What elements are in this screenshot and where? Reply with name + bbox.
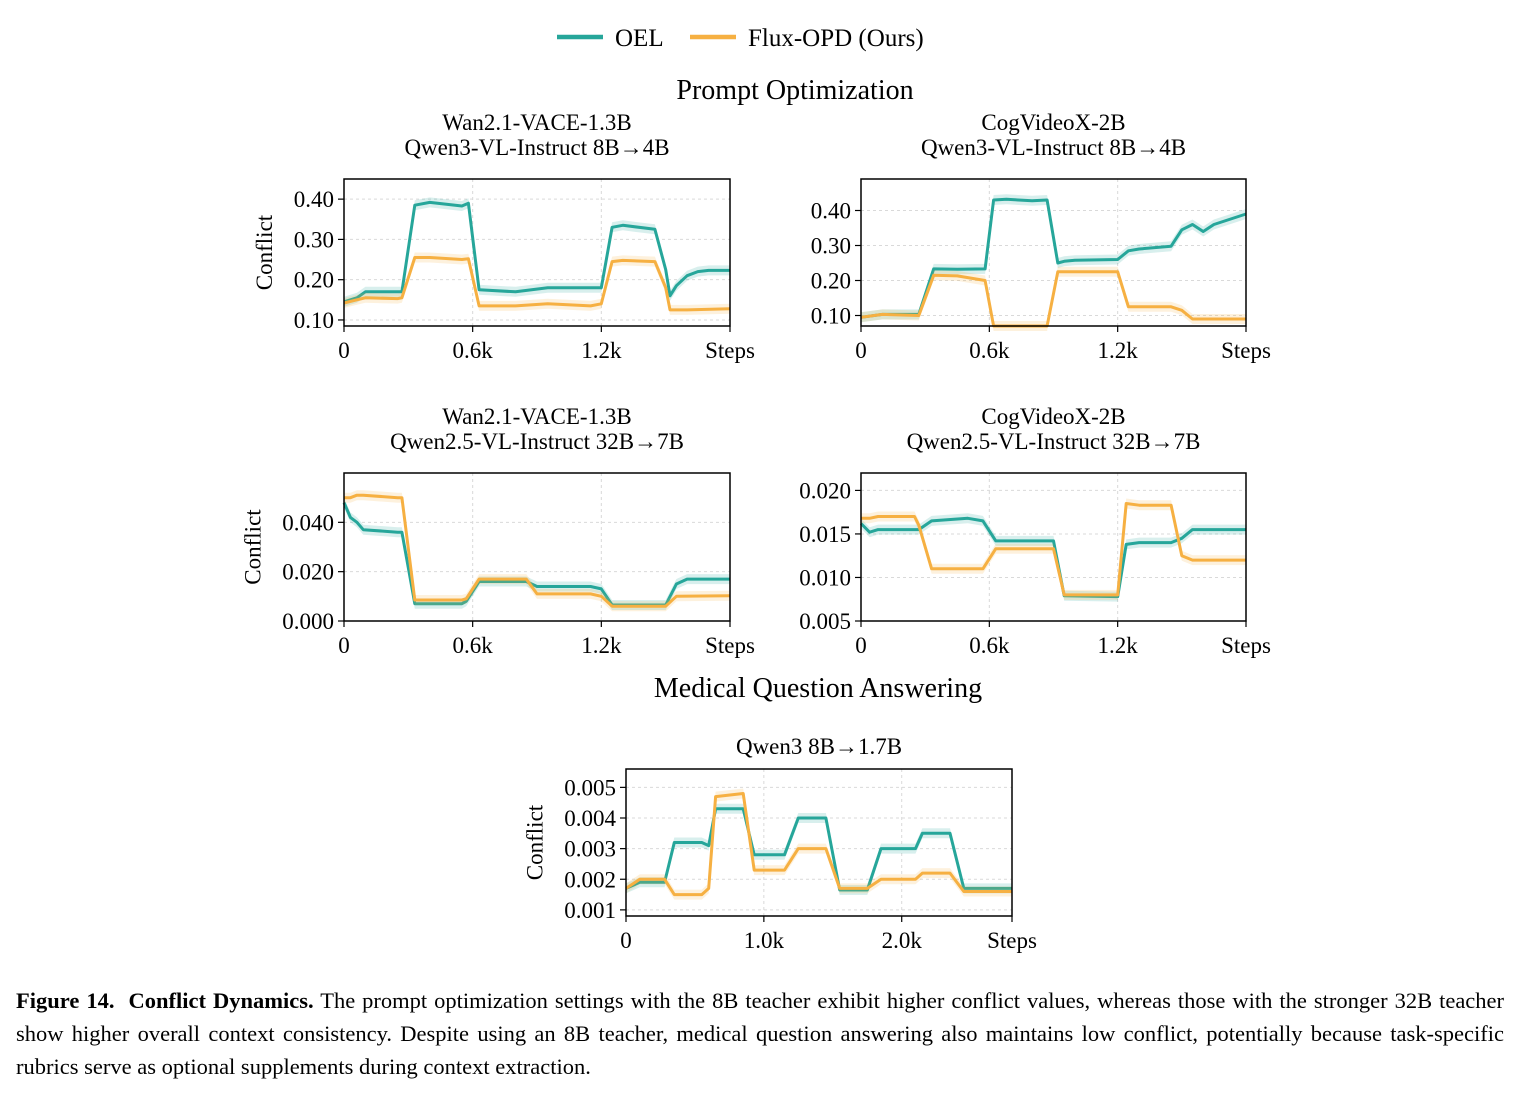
y-tick-label: 0.015 xyxy=(799,522,851,547)
x-tick-label: 0 xyxy=(855,338,867,363)
x-tick-label: 1.2k xyxy=(581,633,622,658)
y-tick-label: 0.004 xyxy=(564,806,616,831)
series-band-flux-opd xyxy=(344,490,730,612)
x-tick-label: 1.2k xyxy=(581,338,622,363)
plot-frame xyxy=(343,472,731,622)
series-band-oel xyxy=(626,803,1012,895)
x-tick-label: Steps xyxy=(987,928,1037,953)
chart-subtitle: Qwen2.5-VL-Instruct 32B→7B xyxy=(390,429,684,454)
figure-caption: Figure 14. Conflict Dynamics. The prompt… xyxy=(16,984,1504,1083)
x-tick-label: 0.6k xyxy=(969,633,1010,658)
y-tick-label: 0.040 xyxy=(282,510,334,535)
x-tick-label: 0 xyxy=(338,338,350,363)
chart-title: CogVideoX-2B xyxy=(981,404,1125,429)
y-tick-label: 0.020 xyxy=(799,478,851,503)
series-line-flux-opd xyxy=(344,493,731,608)
plot-frame xyxy=(343,178,731,327)
section-title-prompt-optimization: Prompt Optimization xyxy=(676,75,913,106)
x-tick-label: 0 xyxy=(855,633,867,658)
x-tick-label: 0.6k xyxy=(969,338,1010,363)
plot-frame xyxy=(860,472,1247,622)
chart-title: CogVideoX-2B xyxy=(981,110,1125,135)
x-tick-label: 1.0k xyxy=(744,928,785,953)
y-tick-label: 0.001 xyxy=(564,898,616,923)
y-axis-label: Conflict xyxy=(523,804,548,880)
y-tick-label: 0.010 xyxy=(799,565,851,590)
caption-label: Figure 14. xyxy=(16,988,115,1013)
plot-frame xyxy=(860,178,1247,327)
x-tick-label: Steps xyxy=(1221,338,1271,363)
x-tick-label: 0.6k xyxy=(453,633,494,658)
y-tick-label: 0.20 xyxy=(294,268,334,293)
series-line-flux-opd xyxy=(861,502,1246,597)
x-tick-label: Steps xyxy=(1221,633,1271,658)
x-tick-label: Steps xyxy=(705,633,755,658)
series-band-oel xyxy=(861,194,1246,323)
series-line-flux-opd xyxy=(625,792,1012,897)
y-tick-label: 0.003 xyxy=(564,837,616,862)
chart-title: Wan2.1-VACE-1.3B xyxy=(442,404,631,429)
x-tick-label: 1.2k xyxy=(1098,633,1139,658)
y-axis-label: Conflict xyxy=(252,214,277,290)
legend-label-oel: OEL xyxy=(615,25,664,52)
series-line-oel xyxy=(625,807,1012,892)
series-line-oel xyxy=(343,200,730,304)
caption-title: Conflict Dynamics. xyxy=(128,988,314,1013)
legend-label-flux-opd: Flux-OPD (Ours) xyxy=(748,25,924,52)
y-tick-label: 0.10 xyxy=(294,308,334,333)
chart-title: Wan2.1-VACE-1.3B xyxy=(442,110,631,135)
y-tick-label: 0.005 xyxy=(799,609,851,634)
y-tick-label: 0.002 xyxy=(564,867,616,892)
x-tick-label: Steps xyxy=(705,338,755,363)
y-tick-label: 0.30 xyxy=(294,227,334,252)
chart-subtitle: Qwen3-VL-Instruct 8B→4B xyxy=(404,135,669,160)
y-tick-label: 0.30 xyxy=(811,234,851,259)
series-band-flux-opd xyxy=(626,788,1012,900)
series-line-oel xyxy=(859,516,1246,599)
x-tick-label: 0 xyxy=(620,928,632,953)
legend: OEL Flux-OPD (Ours) xyxy=(557,25,924,52)
series-line-flux-opd xyxy=(343,256,731,312)
chart-subtitle: Qwen3-VL-Instruct 8B→4B xyxy=(921,135,1186,160)
chart-panel-5: Qwen3 8B→1.7B 0 1.0k 2.0k Steps 0.001 0.002 0.0… xyxy=(523,734,1037,953)
y-tick-label: 0.20 xyxy=(811,269,851,294)
caption-text: The prompt optimization settings with th… xyxy=(16,988,1505,1079)
series-band-oel xyxy=(344,197,730,307)
x-tick-label: 1.2k xyxy=(1098,338,1139,363)
chart-title: Qwen3 8B→1.7B xyxy=(736,734,902,759)
y-tick-label: 0.10 xyxy=(811,304,851,329)
series-line-flux-opd xyxy=(860,270,1246,328)
y-tick-label: 0.40 xyxy=(294,187,334,212)
y-tick-label: 0.000 xyxy=(282,609,334,634)
x-tick-label: 2.0k xyxy=(882,928,923,953)
y-tick-label: 0.020 xyxy=(282,560,334,585)
y-axis-label: Conflict xyxy=(241,509,266,585)
series-line-oel xyxy=(860,197,1247,319)
y-tick-label: 0.40 xyxy=(811,199,851,224)
y-tick-label: 0.005 xyxy=(564,775,616,800)
chart-subtitle: Qwen2.5-VL-Instruct 32B→7B xyxy=(907,429,1201,454)
plot-frame xyxy=(625,768,1013,917)
x-tick-label: 0 xyxy=(338,633,350,658)
conflict-dynamics-figure: OEL Flux-OPD (Ours) Prompt Optimization … xyxy=(241,25,1271,953)
section-title-medical-qa: Medical Question Answering xyxy=(654,673,982,704)
x-tick-label: 0.6k xyxy=(453,338,494,363)
